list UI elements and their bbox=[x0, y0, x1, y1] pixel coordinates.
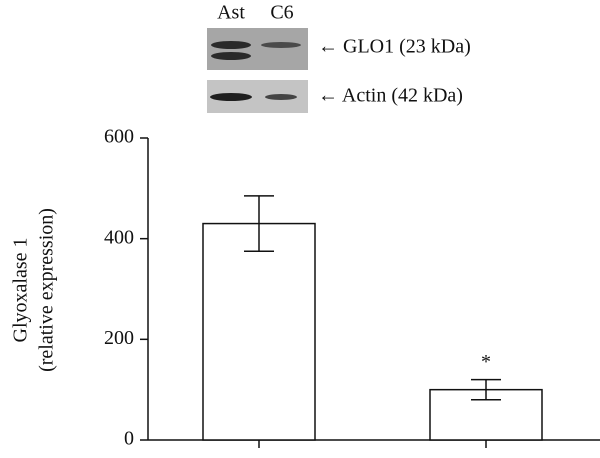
band-label: ← Actin (42 kDa) bbox=[318, 85, 463, 107]
blot-band bbox=[261, 42, 301, 48]
blot-band bbox=[210, 93, 252, 101]
y-tick-label: 0 bbox=[124, 428, 134, 450]
western-blot: Ast C6 ← GLO1 (23 kDa) ← Actin (42 kDa) bbox=[207, 2, 471, 113]
lane-label: C6 bbox=[270, 2, 293, 24]
lane-label: Ast bbox=[217, 2, 245, 24]
blot-band bbox=[211, 41, 251, 49]
blot-band bbox=[265, 94, 297, 100]
y-axis-label: (relative expression) bbox=[36, 208, 58, 372]
band-label: ← GLO1 (23 kDa) bbox=[318, 36, 471, 58]
significance-label: * bbox=[481, 351, 491, 373]
y-tick-label: 200 bbox=[104, 327, 134, 349]
blot-glo1 bbox=[207, 28, 308, 70]
y-axis-label: Glyoxalase 1 bbox=[10, 238, 32, 343]
y-tick-label: 400 bbox=[104, 226, 134, 248]
blot-band bbox=[211, 52, 251, 60]
y-tick-label: 600 bbox=[104, 126, 134, 148]
bar bbox=[202, 222, 316, 441]
